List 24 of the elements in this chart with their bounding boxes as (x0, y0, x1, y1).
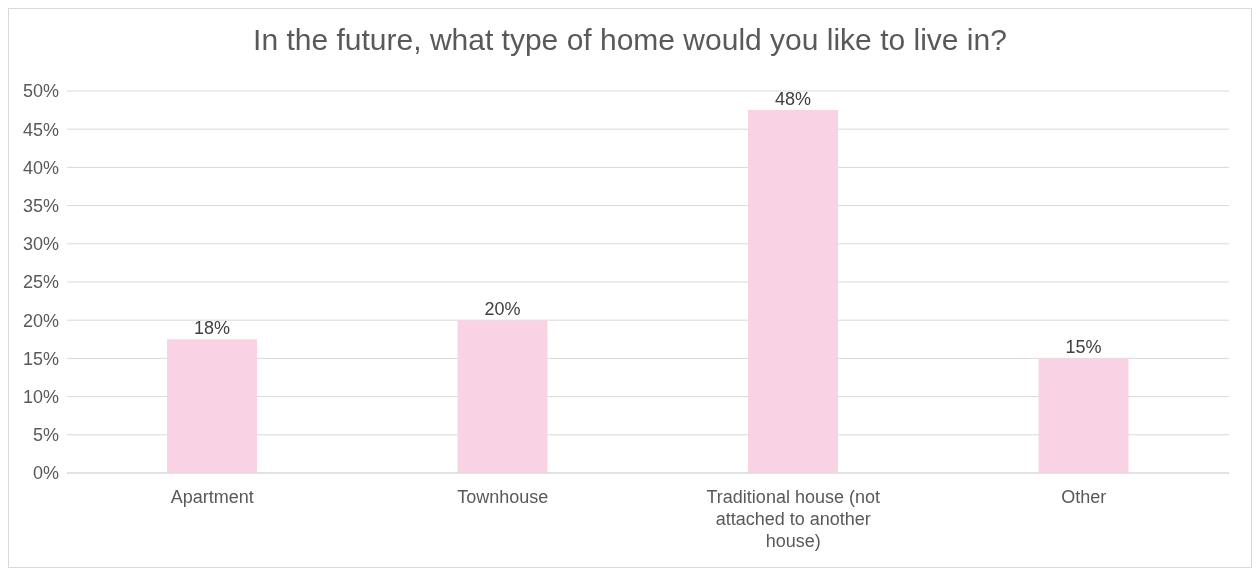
x-tick-label: Townhouse (457, 487, 549, 507)
y-tick-label: 5% (32, 425, 59, 446)
bar (748, 110, 838, 473)
bar (1038, 358, 1129, 473)
bar (167, 339, 257, 473)
y-tick-label: 10% (22, 386, 59, 407)
y-tick-label: 30% (22, 234, 59, 255)
y-tick-label: 40% (22, 157, 59, 178)
y-tick-label: 25% (22, 272, 59, 293)
chart-title: In the future, what type of home would you like to live in? (252, 23, 1008, 58)
x-tick-label: Other (1061, 487, 1107, 507)
y-tick-label: 15% (22, 348, 59, 369)
y-tick-label: 0% (32, 463, 59, 484)
data-label: 48% (774, 89, 812, 110)
y-tick-label: 50% (22, 81, 59, 102)
data-label: 18% (193, 318, 231, 339)
y-tick-label: 20% (22, 310, 59, 331)
data-label: 20% (484, 299, 521, 320)
y-tick-label: 35% (22, 195, 59, 216)
bar (457, 320, 548, 473)
y-tick-label: 45% (22, 119, 59, 140)
x-tick-label: Traditional house (not attached to another house) (706, 487, 880, 551)
x-tick-label: Apartment (170, 487, 254, 507)
data-label: 15% (1065, 337, 1102, 358)
